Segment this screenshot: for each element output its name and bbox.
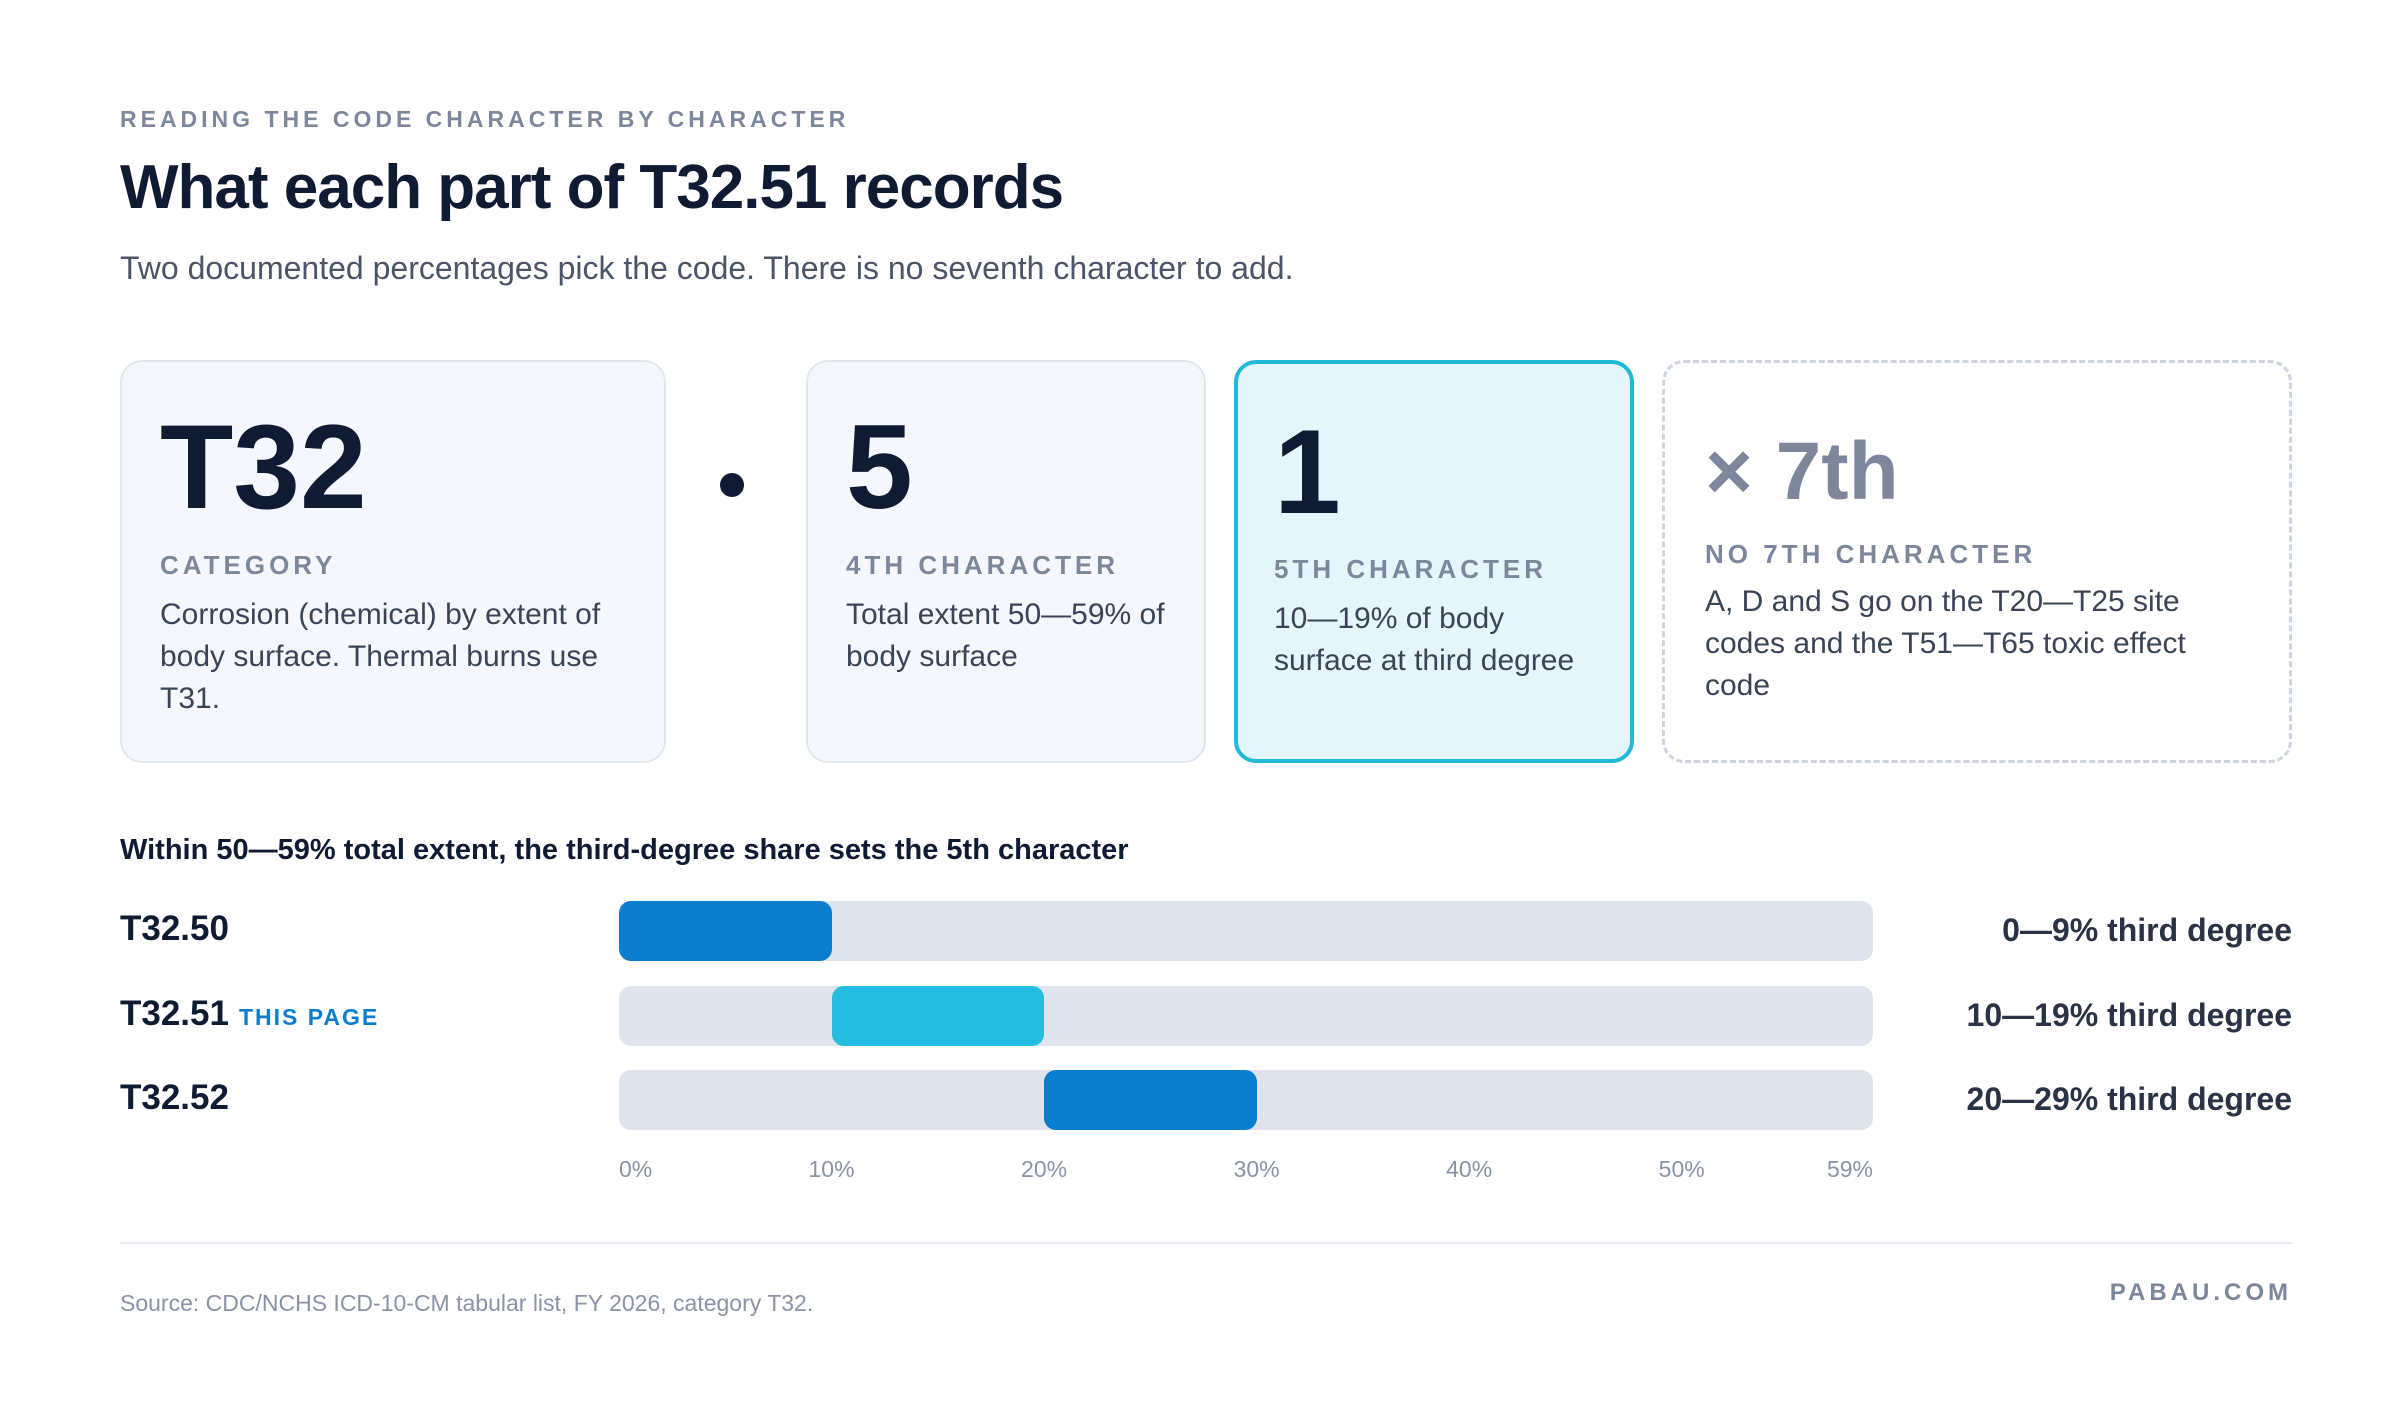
x-tick-label: 50%: [1658, 1156, 1705, 1182]
page-title: What each part of T32.51 records: [120, 153, 1064, 222]
bar-track: [619, 901, 1873, 961]
eyebrow: READING THE CODE CHARACTER BY CHARACTER: [120, 106, 850, 132]
fifth-character-description: 10—19% of body surface at third degree: [1274, 602, 1575, 677]
bar-track: [619, 1070, 1873, 1130]
this-page-tag: THIS PAGE: [238, 1004, 380, 1030]
x-tick-label: 30%: [1233, 1156, 1280, 1182]
brand-logo: PABAU.COM: [2109, 1279, 2292, 1306]
source-note: Source: CDC/NCHS ICD-10-CM tabular list,…: [120, 1290, 814, 1316]
seventh-character-code: × 7th: [1705, 426, 1899, 517]
seventh-character-card: × 7th NO 7TH CHARACTER A, D and S go on …: [1662, 360, 2292, 763]
fifth-character-card: 1 5TH CHARACTER 10—19% of body surface a…: [1234, 360, 1634, 763]
x-tick-label: 20%: [1021, 1156, 1068, 1182]
category-description: Corrosion (chemical) by extent of body s…: [160, 598, 601, 715]
subtitle: Two documented percentages pick the code…: [120, 250, 1294, 286]
range-label: 0—9% third degree: [2002, 912, 2292, 948]
fifth-character-label: 5TH CHARACTER: [1274, 554, 1547, 584]
x-tick-label: 0%: [619, 1156, 653, 1182]
bar-track: [619, 986, 1873, 1046]
row-label-t32-51: T32.51 THIS PAGE: [120, 994, 379, 1034]
footer-divider: [120, 1242, 2292, 1244]
fourth-character-card: 5 4TH CHARACTER Total extent 50—59% of b…: [806, 360, 1206, 763]
category-label: CATEGORY: [160, 550, 337, 580]
chart-title: Within 50—59% total extent, the third-de…: [120, 834, 1129, 866]
range-label: 20—29% third degree: [1966, 1081, 2292, 1117]
bar-range: [619, 901, 832, 961]
fifth-character-code: 1: [1274, 405, 1341, 539]
seventh-character-label: NO 7TH CHARACTER: [1705, 539, 2037, 569]
fourth-character-code: 5: [846, 400, 913, 534]
separator-dot: [720, 473, 744, 497]
x-tick-label: 40%: [1446, 1156, 1493, 1182]
category-card: T32 CATEGORY Corrosion (chemical) by ext…: [120, 360, 666, 763]
row-label-t32-52: T32.52: [120, 1078, 229, 1118]
bar-range: [1044, 1070, 1257, 1130]
fourth-character-label: 4TH CHARACTER: [846, 550, 1119, 580]
range-label: 10—19% third degree: [1966, 997, 2292, 1033]
row-label-t32-50: T32.50: [120, 909, 229, 949]
category-code: T32: [160, 400, 367, 534]
x-tick-label: 10%: [808, 1156, 855, 1182]
fourth-character-description: Total extent 50—59% of body surface: [846, 598, 1165, 673]
seventh-character-description: A, D and S go on the T20—T25 site codes …: [1705, 585, 2186, 702]
x-tick-label: 59%: [1826, 1156, 1873, 1182]
row-code: T32.52: [120, 1078, 229, 1117]
row-code: T32.51: [120, 994, 229, 1033]
row-code: T32.50: [120, 909, 229, 948]
bar-range: [831, 986, 1045, 1046]
